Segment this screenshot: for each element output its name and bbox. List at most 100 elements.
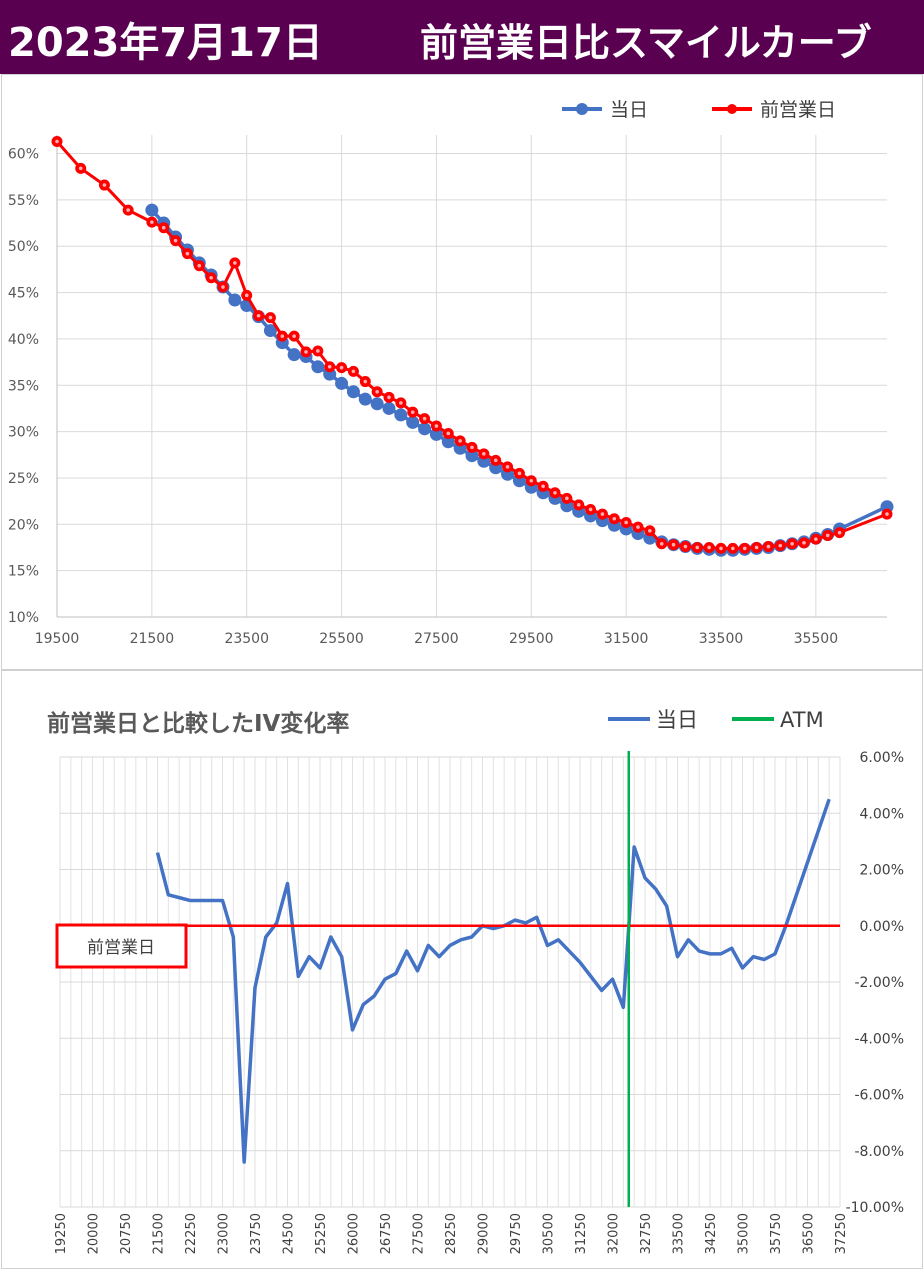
data-point-previous-center	[529, 478, 534, 483]
y-tick-label: 60%	[8, 147, 39, 163]
chart-title: 前営業日と比較したIV変化率	[47, 710, 349, 737]
y-tick-label: 50%	[8, 239, 39, 255]
data-point-today	[145, 203, 159, 217]
x-tick-label: 23750	[249, 1213, 264, 1254]
data-point-previous-center	[185, 251, 190, 256]
data-point-today	[418, 422, 432, 436]
y-tick-label: 15%	[8, 564, 39, 580]
x-tick-label: 23500	[224, 631, 269, 647]
data-point-previous-center	[387, 395, 391, 400]
data-point-today	[358, 392, 372, 406]
x-tick-label: 30500	[542, 1213, 557, 1254]
y-tick-label: 10%	[8, 610, 39, 626]
series-line-previous	[55, 140, 888, 550]
data-point-previous-center	[363, 379, 368, 384]
data-point-today	[382, 401, 396, 415]
data-point-today	[228, 293, 242, 307]
data-point-today	[346, 385, 360, 399]
data-point-previous-center	[505, 465, 510, 469]
data-point-previous-center	[339, 365, 344, 370]
data-point-previous-center	[565, 496, 569, 501]
data-point-previous-center	[256, 313, 261, 318]
data-point-previous-center	[410, 410, 415, 414]
x-tick-label: 25500	[319, 631, 364, 647]
x-tick-label: 26750	[379, 1213, 394, 1254]
report-date: 2023年7月17日	[8, 20, 323, 66]
data-point-previous-center	[683, 544, 688, 549]
data-point-previous-center	[244, 293, 249, 298]
x-tick-label: 37250	[834, 1213, 849, 1254]
data-point-previous-center	[434, 424, 439, 428]
legend-label: 当日	[610, 99, 648, 121]
y-tick-label: -4.00%	[854, 1031, 904, 1047]
data-point-previous-center	[766, 544, 771, 549]
data-point-previous-center	[375, 389, 379, 394]
data-point-previous-center	[541, 484, 545, 489]
data-point-previous-center	[150, 220, 154, 224]
y-tick-label: 25%	[8, 471, 39, 487]
data-point-today	[287, 348, 301, 362]
smile-curve-panel: 10% 15% 20% 25% 30% 35% 40% 45% 50% 55% 60% 19500 21…	[1, 74, 923, 670]
y-tick-label: 40%	[8, 332, 39, 348]
x-tick-label: 19250	[54, 1213, 69, 1254]
data-point-previous-center	[209, 275, 213, 280]
y-tick-label: 6.00%	[860, 750, 904, 766]
data-point-previous-center	[55, 139, 59, 144]
data-point-today	[465, 449, 479, 463]
iv-change-panel: 6.00% 4.00% 2.00% 0.00% -2.00% -4.00% -6.00% -8…	[1, 670, 923, 1269]
data-point-previous-center	[304, 350, 308, 354]
data-point-previous-center	[719, 546, 723, 551]
data-point-previous-center	[612, 516, 617, 521]
x-tick-label: 31500	[604, 631, 649, 647]
data-point-previous-center	[280, 334, 285, 338]
x-tick-label: 27500	[412, 1213, 427, 1254]
data-point-previous-center	[446, 431, 451, 436]
data-point-previous-center	[493, 458, 498, 463]
data-point-previous-center	[778, 543, 783, 548]
data-point-previous-center	[648, 528, 652, 533]
x-tick-label: 29500	[509, 631, 554, 647]
baseline-label-box	[55, 923, 188, 969]
y-tick-label: 0.00%	[860, 919, 904, 935]
data-point-previous-center	[316, 349, 320, 353]
x-tick-label: 32000	[607, 1213, 622, 1254]
title-bar: 2023年7月17日 前営業日比スマイルカーブ	[0, 0, 924, 74]
legend-marker	[727, 104, 737, 114]
page-title: 前営業日比スマイルカーブ	[420, 21, 872, 65]
x-tick-label: 19500	[35, 631, 80, 647]
data-point-previous-center	[78, 166, 83, 171]
data-point-previous-center	[837, 530, 842, 535]
data-point-previous-center	[458, 439, 462, 443]
x-tick-label: 21500	[152, 1213, 167, 1254]
data-point-today	[311, 360, 325, 374]
data-point-previous-center	[754, 545, 759, 550]
data-point-previous-center	[814, 537, 818, 541]
data-point-previous-center	[292, 334, 296, 338]
y-tick-label: 55%	[8, 193, 39, 209]
x-tick-label: 31250	[574, 1213, 589, 1254]
x-tick-label: 20000	[87, 1213, 102, 1254]
legend-label: ATM	[780, 708, 824, 732]
data-point-previous-center	[885, 512, 889, 516]
y-tick-label: 4.00%	[860, 806, 904, 822]
x-tick-label: 25250	[314, 1213, 329, 1254]
data-point-previous-center	[482, 452, 486, 456]
y-tick-label: 20%	[8, 517, 39, 533]
data-point-previous-center	[268, 315, 273, 320]
data-point-previous-center	[221, 285, 225, 289]
data-point-previous-center	[790, 541, 794, 546]
data-point-today	[441, 435, 455, 449]
x-tick-label: 21500	[130, 631, 175, 647]
data-point-previous-center	[351, 369, 356, 374]
data-point-previous-center	[553, 490, 557, 495]
y-tick-label: 45%	[8, 286, 39, 302]
y-tick-label: 35%	[8, 378, 39, 394]
legend-marker	[576, 103, 588, 115]
x-tick-label: 26000	[347, 1213, 362, 1254]
data-point-today	[370, 397, 384, 411]
x-tick-label: 29000	[477, 1213, 492, 1254]
x-tick-label: 36500	[802, 1213, 817, 1254]
y-tick-label: 2.00%	[860, 863, 904, 879]
data-point-previous-center	[327, 364, 332, 369]
series-line-today	[155, 798, 831, 1164]
